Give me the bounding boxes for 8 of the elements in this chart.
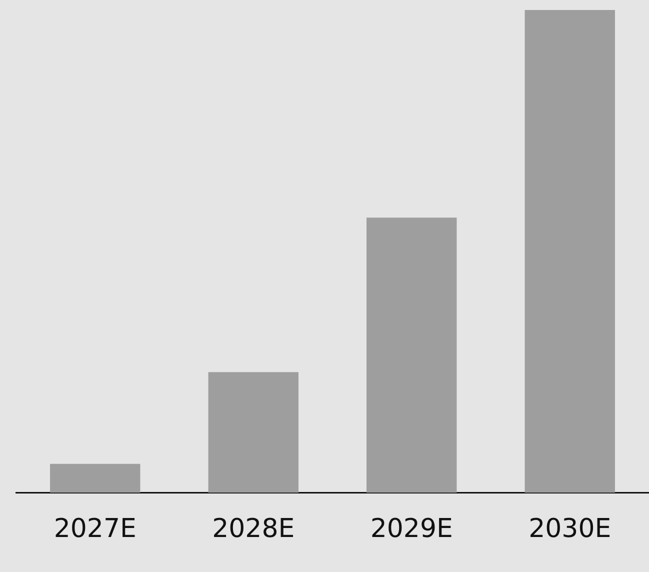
x-tick-label: 2029E [370, 514, 453, 544]
bar [50, 464, 140, 493]
bar [366, 218, 457, 493]
x-tick-label: 2028E [212, 514, 295, 544]
bar [208, 372, 298, 493]
x-tick-label: 2027E [54, 514, 136, 544]
bar [524, 10, 615, 493]
x-tick-label: 2030E [528, 514, 612, 544]
